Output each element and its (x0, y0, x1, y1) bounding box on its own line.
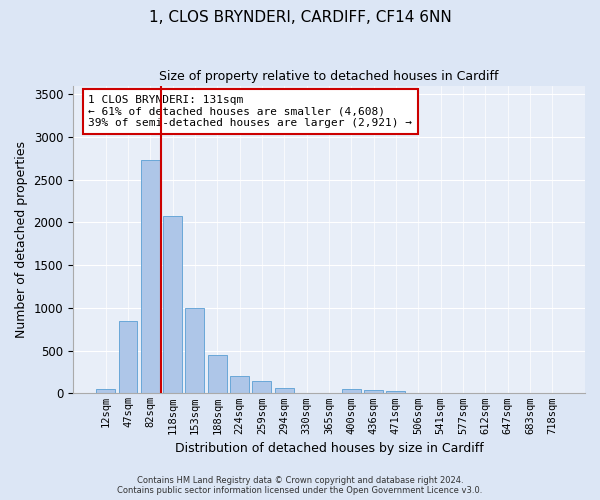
Bar (386, 392, 406, 394)
Bar (364, 390, 383, 394)
Bar (253, 382, 271, 394)
Bar (96, 388, 115, 394)
Text: 1, CLOS BRYNDERI, CARDIFF, CF14 6NN: 1, CLOS BRYNDERI, CARDIFF, CF14 6NN (149, 10, 451, 25)
Bar (163, 216, 182, 394)
Bar (208, 355, 227, 394)
Bar (119, 320, 137, 394)
Bar (342, 389, 361, 394)
Text: Contains HM Land Registry data © Crown copyright and database right 2024.
Contai: Contains HM Land Registry data © Crown c… (118, 476, 482, 495)
Bar (141, 160, 160, 394)
X-axis label: Distribution of detached houses by size in Cardiff: Distribution of detached houses by size … (175, 442, 484, 455)
Text: 1 CLOS BRYNDERI: 131sqm
← 61% of detached houses are smaller (4,608)
39% of semi: 1 CLOS BRYNDERI: 131sqm ← 61% of detache… (88, 95, 412, 128)
Y-axis label: Number of detached properties: Number of detached properties (15, 141, 28, 338)
Bar (297, 392, 316, 394)
Bar (230, 376, 249, 394)
Bar (185, 308, 205, 394)
Bar (275, 388, 294, 394)
Title: Size of property relative to detached houses in Cardiff: Size of property relative to detached ho… (159, 70, 499, 83)
